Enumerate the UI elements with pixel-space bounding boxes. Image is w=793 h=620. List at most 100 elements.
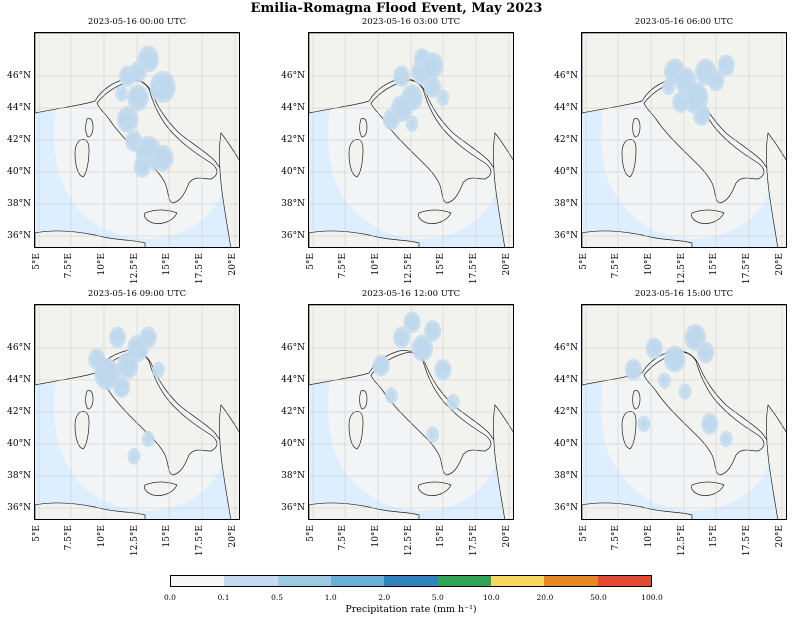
colorbar-segment [544, 576, 598, 586]
precip-cell [436, 89, 450, 106]
precip-cell [372, 354, 390, 377]
lat-label: 42°N [281, 135, 305, 145]
lon-label: 7.5°E [611, 253, 621, 279]
lat-label: 38°N [281, 199, 305, 209]
precip-cell [88, 348, 106, 370]
precip-cell [139, 326, 157, 349]
lon-label: 7.5°E [64, 253, 74, 279]
lat-label: 38°N [7, 199, 31, 209]
lon-label: 15°E [709, 525, 719, 548]
lon-label: 10°E [97, 253, 107, 276]
lat-label: 36°N [7, 503, 31, 513]
precip-cell [133, 156, 151, 178]
balkan-land [219, 404, 239, 519]
lon-label: 12.5°E [404, 253, 414, 285]
lon-label: 17.5°E [195, 253, 205, 285]
colorbar [170, 575, 652, 587]
colorbar-segment [597, 576, 651, 586]
lon-label: 5°E [579, 253, 589, 270]
lon-label: 15°E [162, 253, 172, 276]
lon-label: 5°E [32, 253, 42, 270]
precip-cell [692, 104, 711, 126]
panel-title: 2023-05-16 03:00 UTC [361, 17, 461, 27]
lon-label: 15°E [436, 253, 446, 276]
lon-label: 10°E [97, 525, 107, 548]
lon-label: 10°E [644, 253, 654, 276]
lat-label: 46°N [7, 71, 31, 81]
lat-label: 44°N [554, 375, 578, 385]
lon-label: 12.5°E [677, 253, 687, 285]
precipitation-map [581, 32, 787, 248]
lat-label: 40°N [554, 167, 578, 177]
lon-label: 17.5°E [469, 253, 479, 285]
lat-label: 42°N [554, 407, 578, 417]
precip-cell [446, 394, 460, 411]
precip-cell [141, 430, 155, 448]
lon-label: 5°E [306, 253, 316, 270]
lat-label: 36°N [7, 231, 31, 241]
lat-label: 36°N [281, 503, 305, 513]
precip-cell [108, 326, 126, 349]
precip-cell [701, 413, 719, 435]
colorbar-tick: 2.0 [378, 593, 391, 602]
precip-cell [151, 144, 174, 172]
north-land [582, 305, 786, 455]
precip-cell [424, 76, 442, 98]
panel-title: 2023-05-16 15:00 UTC [634, 289, 734, 299]
lat-label: 46°N [281, 71, 305, 81]
lat-label: 44°N [281, 103, 305, 113]
lat-label: 42°N [7, 407, 31, 417]
precip-cell [112, 376, 131, 398]
lon-label: 17.5°E [195, 525, 205, 557]
north-land [309, 305, 513, 455]
precip-cell [393, 65, 411, 87]
lon-label: 10°E [644, 525, 654, 548]
colorbar-segment [330, 576, 385, 586]
balkan-land [493, 404, 513, 519]
lat-label: 46°N [554, 343, 578, 353]
lat-label: 40°N [7, 439, 31, 449]
lon-label: 12.5°E [130, 253, 140, 285]
lon-label: 7.5°E [338, 253, 348, 279]
precip-cell [393, 326, 411, 349]
precip-cell [405, 115, 419, 132]
lon-label: 7.5°E [64, 525, 74, 551]
map-svg [582, 305, 786, 519]
lon-label: 10°E [371, 253, 381, 276]
lon-label: 12.5°E [404, 525, 414, 557]
balkan-land [493, 132, 513, 247]
lat-label: 44°N [281, 375, 305, 385]
figure-title: Emilia-Romagna Flood Event, May 2023 [250, 1, 543, 16]
precip-cell [127, 84, 149, 112]
lat-label: 46°N [554, 71, 578, 81]
precipitation-map [34, 32, 240, 248]
lat-label: 36°N [281, 231, 305, 241]
lon-label: 15°E [436, 525, 446, 548]
lon-label: 20°E [775, 525, 785, 548]
lon-label: 17.5°E [742, 253, 752, 285]
precip-cell [663, 345, 686, 373]
lat-label: 38°N [554, 471, 578, 481]
sardinia-land [74, 411, 90, 450]
sardinia-land [348, 139, 364, 178]
lat-label: 38°N [554, 199, 578, 209]
precip-cell [421, 52, 444, 79]
lon-label: 12.5°E [130, 525, 140, 557]
lon-label: 5°E [306, 525, 316, 542]
corsica-land [632, 118, 641, 138]
sardinia-land [348, 411, 364, 450]
colorbar-segment [171, 576, 225, 586]
colorbar-tick: 5.0 [431, 593, 444, 602]
precip-cell [116, 106, 139, 133]
lon-label: 5°E [579, 525, 589, 542]
colorbar-tick: 50.0 [590, 593, 607, 602]
lat-label: 36°N [554, 231, 578, 241]
precip-cell [424, 320, 442, 342]
precip-cell [672, 91, 690, 113]
precip-cell [403, 311, 421, 334]
colorbar-segment [277, 576, 331, 586]
sardinia-land [74, 139, 90, 178]
precip-cell [382, 108, 400, 131]
colorbar-tick: 0.5 [271, 593, 284, 602]
precip-cell [149, 71, 176, 103]
